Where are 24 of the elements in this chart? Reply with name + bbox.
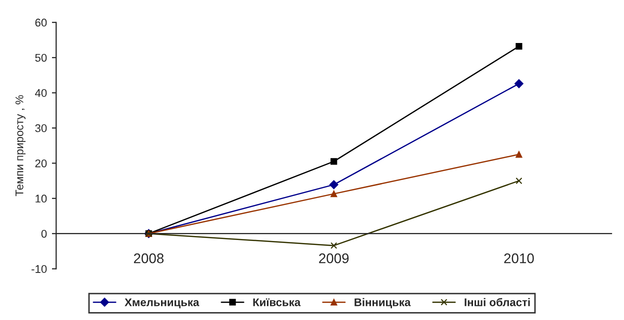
point: [516, 151, 522, 158]
y-tick-label: 60: [35, 18, 47, 27]
legend-label: Вінницька: [354, 298, 411, 308]
point: [330, 158, 338, 165]
y-tick-label: -10: [32, 265, 47, 273]
point: [516, 178, 522, 184]
y-tick-label: 0: [41, 230, 47, 238]
x-tick-label: 2009: [319, 253, 349, 264]
point: [514, 79, 524, 88]
point: [516, 43, 522, 50]
legend-label: Хмельницька: [124, 298, 200, 308]
y-tick-label: 20: [35, 159, 47, 168]
x-tick-label: 2008: [134, 253, 164, 264]
x-tick-label: 2010: [504, 253, 534, 264]
y-tick-label: 10: [36, 194, 47, 203]
point: [330, 190, 338, 198]
legend-label: Інші області: [464, 298, 530, 306]
y-axis-title: Темпи приросту , %: [16, 95, 26, 196]
y-tick-label: 30: [35, 124, 47, 132]
y-tick-label: 50: [35, 54, 47, 62]
y-tick-label: 40: [35, 89, 47, 97]
point: [330, 242, 338, 249]
point: [329, 180, 338, 190]
legend-label: Київська: [253, 298, 301, 306]
